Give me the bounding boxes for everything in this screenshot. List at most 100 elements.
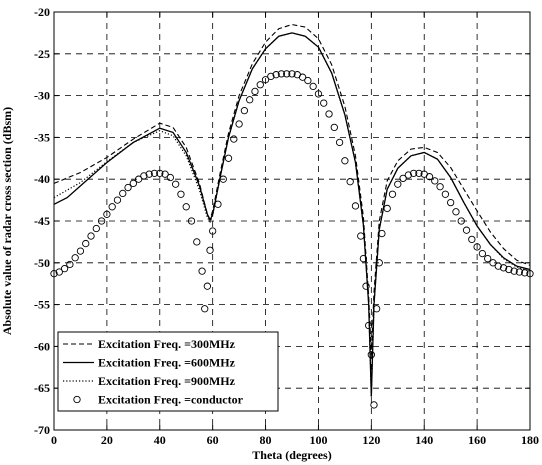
data-point — [119, 189, 127, 198]
series-line — [53, 23, 531, 355]
data-point — [214, 200, 222, 208]
data-point — [182, 203, 190, 211]
x-tick-label: 0 — [51, 433, 57, 447]
legend-item: Excitation Freq. =300MHz — [63, 337, 236, 351]
data-point — [457, 217, 465, 225]
data-point — [351, 202, 360, 210]
data-point — [404, 171, 413, 179]
data-point — [201, 305, 209, 313]
data-point — [240, 106, 249, 115]
data-point — [359, 254, 368, 263]
data-point — [203, 282, 212, 290]
data-point — [378, 229, 386, 238]
data-point — [272, 71, 280, 79]
data-point — [277, 70, 286, 78]
data-point — [283, 70, 291, 78]
x-tick-label: 180 — [521, 433, 539, 447]
legend-item: Excitation Freq. =900MHz — [63, 374, 236, 388]
data-point — [335, 138, 344, 147]
data-point — [246, 96, 254, 104]
data-point — [66, 260, 74, 269]
data-point — [510, 267, 518, 275]
data-point — [415, 169, 423, 177]
series-line — [53, 32, 531, 397]
data-point — [288, 70, 296, 78]
legend: Excitation Freq. =300MHz Excitation Freq.… — [57, 331, 279, 412]
data-point — [304, 76, 312, 85]
data-point — [256, 81, 264, 89]
x-tick-label: 40 — [154, 433, 166, 447]
data-point — [209, 227, 217, 235]
legend-label: Excitation Freq. =conductor — [98, 393, 244, 407]
y-tick-label: -40 — [34, 172, 50, 186]
data-point — [145, 170, 153, 178]
tick-labels: 0 20 40 60 80 100 120 140 160 180 -20 -25 -30 -35 -40 -… — [34, 5, 539, 447]
data-point — [76, 247, 85, 255]
data-point — [431, 177, 439, 185]
series-dashed — [53, 23, 531, 355]
y-tick-label: -65 — [34, 381, 50, 395]
y-tick-label: -45 — [34, 214, 50, 228]
legend-label: Excitation Freq. =900MHz — [98, 374, 236, 388]
data-point — [473, 243, 481, 251]
x-tick-label: 160 — [468, 433, 486, 447]
legend-marker — [73, 395, 81, 404]
data-point — [161, 170, 169, 178]
data-point — [113, 196, 122, 204]
data-point — [267, 72, 275, 81]
data-point — [515, 268, 524, 276]
data-point — [462, 226, 471, 234]
data-point — [166, 173, 175, 182]
data-point — [394, 180, 402, 188]
data-point — [235, 120, 243, 128]
data-point — [224, 154, 233, 162]
x-axis-title: Theta (degrees) — [252, 448, 331, 462]
data-point — [383, 204, 391, 213]
data-point — [60, 265, 69, 273]
ticks — [53, 11, 531, 431]
data-point — [87, 232, 95, 240]
data-point — [298, 73, 307, 81]
data-point — [362, 282, 370, 290]
data-point — [82, 239, 90, 248]
data-point — [484, 254, 492, 263]
data-point — [198, 267, 206, 275]
data-point — [370, 401, 378, 409]
data-point — [219, 175, 227, 183]
data-point — [505, 265, 513, 274]
legend-label: Excitation Freq. =600MHz — [98, 356, 236, 370]
data-point — [261, 76, 270, 84]
data-point — [375, 259, 383, 267]
data-point — [478, 249, 487, 258]
data-point — [468, 235, 476, 244]
data-point — [314, 90, 323, 98]
data-point — [320, 99, 328, 107]
x-tick-label: 60 — [207, 433, 219, 447]
data-point — [489, 259, 497, 267]
y-tick-label: -70 — [34, 423, 50, 437]
data-point — [399, 174, 407, 183]
data-point — [388, 190, 397, 198]
y-tick-label: -50 — [34, 256, 50, 270]
data-point — [171, 180, 180, 188]
data-point — [309, 82, 317, 91]
legend-item: Excitation Freq. =conductor — [73, 393, 244, 407]
data-point — [230, 135, 238, 143]
y-tick-label: -25 — [34, 47, 50, 61]
data-point — [341, 157, 349, 165]
x-tick-label: 140 — [415, 433, 433, 447]
data-point — [494, 262, 502, 270]
data-point — [206, 246, 214, 254]
legend-item: Excitation Freq. =600MHz — [63, 356, 236, 370]
data-point — [499, 264, 508, 272]
data-point — [103, 210, 111, 218]
data-point — [372, 305, 381, 313]
data-point — [140, 172, 148, 180]
data-point — [441, 190, 450, 198]
data-point — [425, 173, 434, 181]
y-tick-label: -55 — [34, 298, 50, 312]
data-point — [129, 179, 137, 188]
data-point — [55, 268, 63, 276]
data-point — [71, 254, 79, 262]
